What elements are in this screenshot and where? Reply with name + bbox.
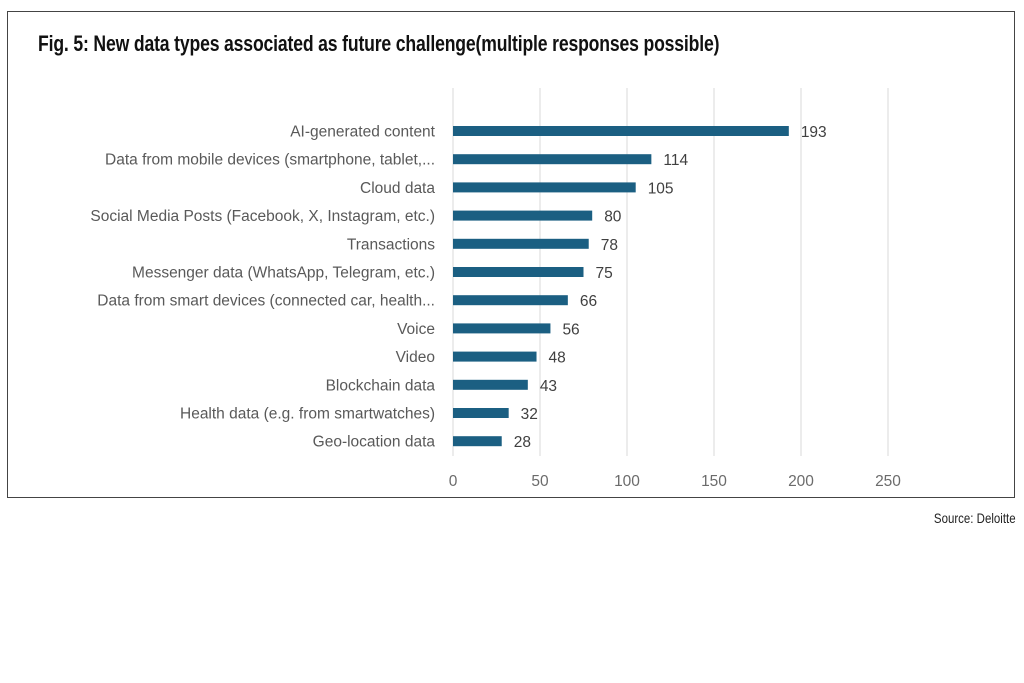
data-label: 56 <box>562 321 579 338</box>
x-tick-label: 200 <box>788 473 814 490</box>
bar <box>453 351 537 362</box>
data-label: 48 <box>549 350 566 367</box>
category-label: Data from mobile devices (smartphone, ta… <box>105 152 435 169</box>
data-label: 114 <box>663 152 688 169</box>
data-label: 32 <box>521 406 538 423</box>
category-label: Voice <box>397 321 435 338</box>
data-label: 105 <box>648 180 674 197</box>
chart-title: Fig. 5: New data types associated as fut… <box>38 31 720 56</box>
x-tick-label: 0 <box>449 473 458 490</box>
data-label: 80 <box>604 209 622 226</box>
bar <box>453 267 584 277</box>
bar <box>453 238 589 249</box>
data-label: 75 <box>596 265 613 282</box>
category-label: Health data (e.g. from smartwatches) <box>180 406 435 423</box>
x-tick-label: 150 <box>701 473 727 490</box>
category-label: Geo-location data <box>313 434 436 451</box>
bar <box>453 182 636 193</box>
bar <box>453 323 551 334</box>
x-tick-label: 50 <box>531 473 549 490</box>
x-tick-label: 100 <box>614 473 640 490</box>
data-label: 43 <box>540 378 557 395</box>
data-label: 78 <box>601 237 618 254</box>
category-label: Messenger data (WhatsApp, Telegram, etc.… <box>132 265 435 282</box>
bar <box>453 154 652 165</box>
category-label: Data from smart devices (connected car, … <box>97 293 435 310</box>
category-label: Video <box>396 349 435 366</box>
source-note: Source: Deloitte <box>934 510 1016 526</box>
data-label: 66 <box>580 293 597 310</box>
bar <box>453 408 509 418</box>
category-label: AI-generated content <box>290 124 435 141</box>
data-label: 28 <box>514 434 531 451</box>
category-label: Blockchain data <box>326 377 436 394</box>
chart-frame <box>7 11 1015 498</box>
bar <box>453 210 593 221</box>
bar <box>453 126 789 136</box>
x-tick-label: 250 <box>875 473 901 490</box>
category-label: Transactions <box>347 236 435 253</box>
bar <box>453 379 528 390</box>
bar <box>453 295 568 306</box>
category-label: Social Media Posts (Facebook, X, Instagr… <box>90 208 435 225</box>
data-label: 193 <box>801 124 827 141</box>
category-label: Cloud data <box>360 180 435 197</box>
bar <box>453 436 502 447</box>
